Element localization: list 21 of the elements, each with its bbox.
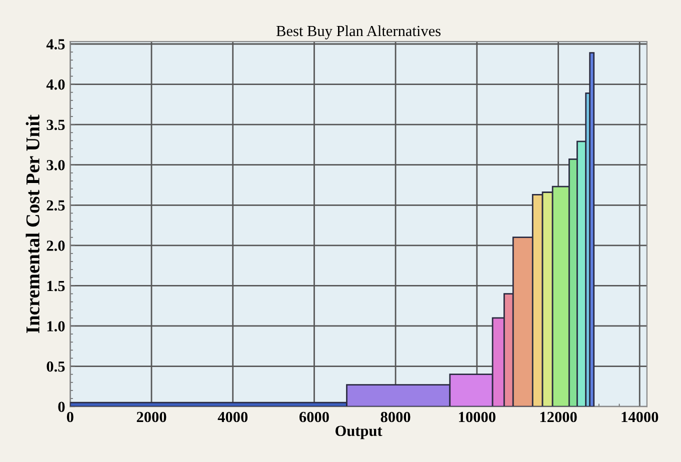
y-tick-label: 2.5	[46, 200, 65, 211]
y-tick-label: 3.0	[46, 160, 65, 170]
x-tick-label: 10000	[459, 412, 496, 422]
y-tick-label: 2.0	[46, 240, 65, 251]
x-axis-title: Output	[336, 426, 382, 440]
chart-title: Best Buy Plan Alternatives	[276, 25, 441, 40]
y-tick-label: 1.0	[47, 321, 65, 332]
y-tick-label: 4.0	[46, 79, 65, 90]
y-tick-label: 0.5	[46, 361, 65, 372]
x-tick-label: 8000	[380, 412, 410, 422]
x-tick-label: 0	[66, 412, 74, 422]
x-tick-label: 12000	[540, 412, 577, 422]
x-tick-label: 6000	[299, 412, 329, 422]
x-tick-label: 4000	[218, 412, 248, 422]
x-tick-label: 14000	[622, 412, 658, 422]
y-tick-label: 3.5	[46, 120, 65, 130]
y-axis-title: Incremental Cost Per Unit	[26, 114, 40, 333]
y-tick-label: 4.5	[46, 39, 65, 50]
x-tick-label: 2000	[136, 412, 166, 422]
y-tick-label: 0	[58, 402, 65, 412]
y-tick-label: 1.5	[47, 280, 65, 292]
